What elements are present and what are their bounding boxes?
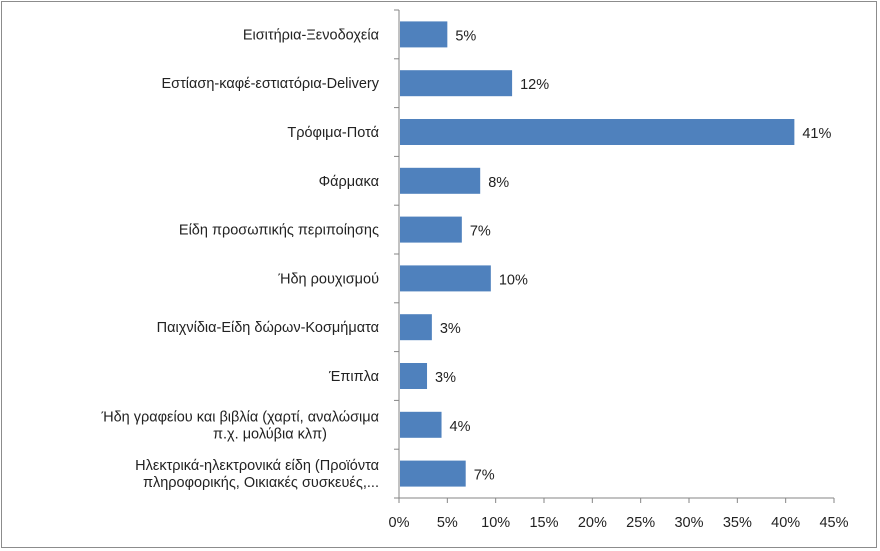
data-label: 4%: [450, 419, 471, 435]
bar: [400, 21, 448, 48]
category-label: Ήδη γραφείου και βιβλία (χαρτί, αναλώσιμ…: [100, 409, 379, 425]
bar: [400, 167, 481, 194]
data-label: 41%: [802, 126, 831, 142]
category-label: Φάρμακα: [319, 174, 379, 190]
category-label: Παιχνίδια-Είδη δώρων-Κοσμήματα: [157, 320, 379, 336]
x-tick-label: 40%: [771, 515, 800, 531]
category-label: Ήδη ρουχισμού: [277, 271, 379, 287]
category-label: Εστίαση-καφέ-εστιατόρια-Delivery: [161, 76, 379, 92]
data-label: 10%: [499, 272, 528, 288]
bar: [400, 411, 442, 438]
x-tick-label: 25%: [626, 515, 655, 531]
data-label: 7%: [470, 224, 491, 240]
x-tick-label: 10%: [481, 515, 510, 531]
bar: [400, 216, 462, 243]
x-tick-label: 0%: [389, 515, 410, 531]
data-label: 8%: [488, 175, 509, 191]
category-label: Εισιτήρια-Ξενοδοχεία: [243, 27, 379, 43]
bar: [400, 460, 466, 487]
data-label: 12%: [520, 77, 549, 93]
data-label: 3%: [440, 321, 461, 337]
data-label: 3%: [435, 370, 456, 386]
category-label: πληροφορικής, Οικιακές συσκευές,...: [143, 475, 379, 491]
bar: [400, 70, 513, 97]
category-label: Τρόφιμα-Ποτά: [287, 125, 379, 141]
x-tick-label: 45%: [819, 515, 848, 531]
bar: [400, 119, 795, 145]
x-tick-label: 5%: [437, 515, 458, 531]
category-label: Ηλεκτρικά-ηλεκτρονικά είδη (Προϊόντα: [135, 458, 379, 474]
data-label: 7%: [474, 468, 495, 484]
x-tick-label: 20%: [578, 515, 607, 531]
bar: [400, 265, 491, 292]
category-label: Είδη προσωπικής περιποίησης: [179, 223, 379, 239]
bar: [400, 314, 432, 341]
category-label: π.χ. μολύβια κλπ): [213, 426, 327, 442]
x-tick-label: 30%: [674, 515, 703, 531]
x-tick-label: 15%: [529, 515, 558, 531]
data-label: 5%: [455, 28, 476, 44]
category-label: Έπιπλα: [328, 369, 379, 385]
bar: [400, 363, 428, 389]
x-tick-label: 35%: [723, 515, 752, 531]
